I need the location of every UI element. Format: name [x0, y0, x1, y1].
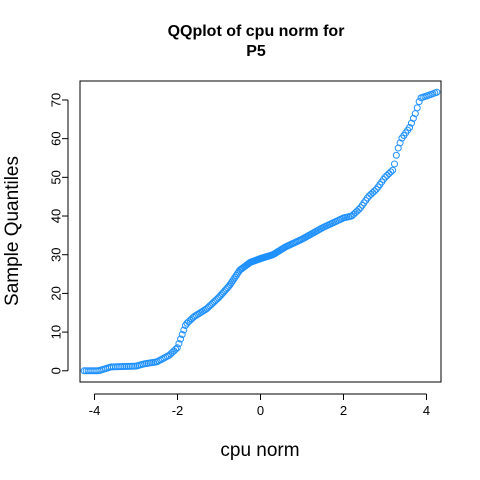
data-point	[392, 151, 400, 159]
data-point	[415, 98, 423, 106]
data-point	[178, 331, 186, 338]
y-tick-label: 40	[49, 209, 64, 223]
y-axis: 0 10 20 30 40 50 60 70	[49, 93, 69, 374]
y-tick-label: 50	[49, 170, 64, 184]
data-point	[355, 206, 363, 213]
data-point	[369, 189, 377, 197]
x-axis-label: cpu norm	[220, 440, 299, 461]
data-point	[385, 170, 393, 178]
data-points	[80, 88, 441, 375]
x-tick-label: 4	[423, 403, 430, 418]
data-point	[433, 88, 441, 96]
data-point	[367, 190, 375, 198]
data-point	[413, 104, 421, 112]
data-point	[389, 166, 397, 174]
data-point	[363, 194, 371, 202]
y-tick-label: 60	[49, 131, 64, 145]
data-point	[387, 168, 395, 176]
data-point	[390, 160, 398, 168]
data-point	[406, 124, 414, 132]
data-point	[409, 114, 417, 122]
y-tick-label: 10	[49, 325, 64, 339]
data-point	[371, 187, 378, 195]
x-tick-label: -4	[89, 403, 101, 418]
x-tick-label: -2	[172, 403, 184, 418]
y-axis-label: Sample Quantiles	[2, 156, 23, 306]
data-point	[229, 277, 237, 285]
x-tick-label: 2	[340, 403, 347, 418]
y-tick-label: 20	[49, 286, 64, 300]
data-point	[396, 139, 404, 147]
x-tick-label: 0	[257, 403, 264, 418]
data-point	[232, 271, 240, 279]
y-tick-label: 70	[49, 93, 64, 107]
data-point	[230, 275, 238, 283]
data-point	[175, 340, 183, 348]
x-axis: -4 -2 0 2 4	[89, 393, 430, 418]
y-tick-label: 0	[49, 367, 64, 374]
data-point	[173, 344, 181, 352]
data-point	[407, 119, 415, 127]
chart-title-line-1: QQplot of cpu norm for	[168, 23, 345, 40]
data-point	[233, 270, 241, 278]
plot-frame	[79, 80, 442, 383]
data-point	[177, 335, 185, 343]
y-tick-label: 30	[49, 247, 64, 261]
data-point	[172, 345, 180, 353]
chart-title-line-2: P5	[246, 43, 266, 60]
data-point	[231, 273, 239, 281]
data-point	[180, 326, 188, 334]
